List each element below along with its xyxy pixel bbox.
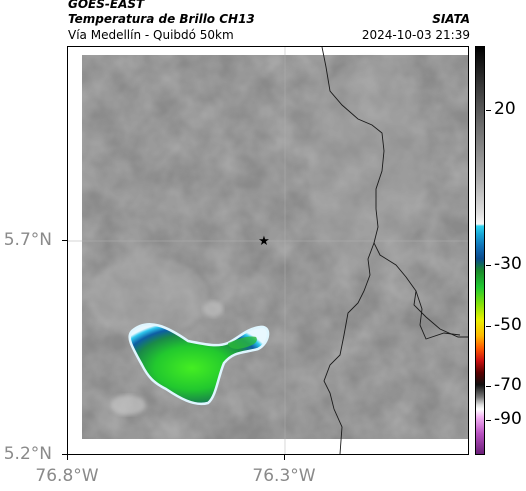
satellite-map: ★	[67, 46, 469, 455]
lat-tick	[62, 240, 67, 241]
department-boundary	[415, 290, 461, 340]
department-boundary	[321, 47, 468, 338]
colorbar-label: -30	[494, 254, 522, 274]
colorbar-label: 20	[494, 99, 516, 119]
star-marker: ★	[258, 234, 270, 249]
colorbar-label: -70	[494, 375, 522, 395]
brightness-temperature-map: ★	[68, 47, 468, 454]
light-cloud-patch	[88, 257, 208, 337]
colorbar-tick	[486, 326, 491, 327]
bright-cloud-spot	[110, 395, 146, 415]
lat-tick	[62, 454, 67, 455]
lon-label: 76.3°W	[252, 466, 316, 486]
colorbar	[475, 46, 485, 455]
lat-label: 5.2°N	[3, 444, 52, 464]
lon-tick	[67, 455, 68, 460]
convective-cell-core	[228, 336, 257, 349]
lon-label: 76.8°W	[35, 466, 99, 486]
product-title: Temperatura de Brillo CH13	[68, 12, 255, 26]
light-cloud-band	[308, 57, 428, 277]
lat-label: 5.7°N	[3, 230, 52, 250]
lon-tick	[284, 455, 285, 460]
colorbar-label: -90	[494, 409, 522, 429]
bright-cloud-spot	[203, 301, 223, 317]
route-subtitle: Vía Medellín - Quibdó 50km	[68, 28, 234, 42]
colorbar-label: -50	[494, 315, 522, 335]
timestamp-label: 2024-10-03 21:39	[361, 28, 470, 42]
colorbar-tick	[486, 110, 491, 111]
colorbar-tick	[486, 386, 491, 387]
colorbar-tick	[486, 420, 491, 421]
department-boundary	[323, 242, 375, 454]
satellite-title: GOES-EAST	[68, 0, 145, 11]
colorbar-tick	[486, 265, 491, 266]
agency-label: SIATA	[432, 12, 470, 26]
